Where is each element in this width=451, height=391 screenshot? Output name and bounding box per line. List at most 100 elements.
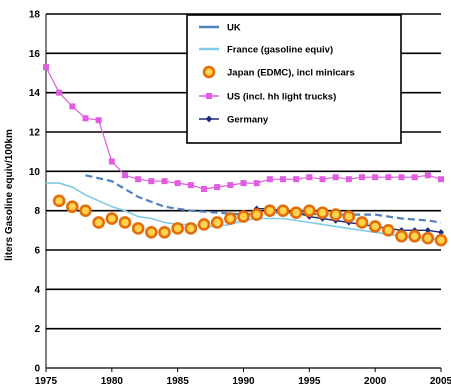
data-point xyxy=(424,227,431,234)
data-point xyxy=(66,200,79,214)
data-point xyxy=(345,176,352,183)
data-point xyxy=(355,216,369,229)
data-point xyxy=(342,210,356,223)
data-point xyxy=(424,172,431,179)
data-point xyxy=(332,174,339,181)
data-point xyxy=(105,212,119,225)
data-point xyxy=(276,204,290,217)
data-point xyxy=(158,226,171,239)
y-tick-label: 18 xyxy=(29,10,41,21)
y-axis-label: liters Gasoline equiv/100km xyxy=(4,129,15,261)
x-tick-labels: 1975 1980 1985 1990 1995 2000 2005 xyxy=(35,368,451,387)
legend-marker xyxy=(205,115,213,123)
data-series xyxy=(43,64,448,247)
legend-item: France (gasoline equiv) xyxy=(199,45,333,56)
data-point xyxy=(56,89,63,96)
data-point xyxy=(210,216,224,229)
y-tick-label: 2 xyxy=(34,324,40,335)
legend-item: Japan (EDMC), incl minicars xyxy=(202,65,355,79)
x-tick-label: 1975 xyxy=(35,376,58,387)
legend-box xyxy=(186,14,402,144)
data-point xyxy=(214,184,221,191)
y-tick-label: 8 xyxy=(34,206,40,217)
data-point xyxy=(122,172,128,179)
data-point xyxy=(240,180,247,187)
data-point xyxy=(118,216,132,229)
data-point xyxy=(438,229,444,236)
x-tick-label: 1990 xyxy=(232,376,255,387)
data-point xyxy=(329,208,342,221)
data-point xyxy=(263,204,277,217)
series-us xyxy=(43,64,444,193)
legend-label: France (gasoline equiv) xyxy=(227,45,333,56)
y-tick-label: 14 xyxy=(29,88,41,99)
y-tick-label: 4 xyxy=(34,285,40,296)
data-point xyxy=(69,103,76,110)
data-point xyxy=(280,176,286,183)
data-point xyxy=(145,226,158,239)
data-point xyxy=(359,174,365,181)
data-point xyxy=(398,174,405,181)
legend-item: UK xyxy=(199,23,241,34)
data-point xyxy=(95,117,102,124)
legend-swatch xyxy=(202,65,216,79)
data-point xyxy=(250,208,263,221)
data-point xyxy=(266,176,273,183)
data-point xyxy=(408,229,421,243)
data-point xyxy=(92,216,105,229)
y-tick-label: 6 xyxy=(34,246,40,257)
data-point xyxy=(197,218,211,231)
data-point xyxy=(434,233,448,247)
data-point xyxy=(293,176,300,183)
y-tick-label: 0 xyxy=(34,364,40,375)
legend-item: US (incl. hh light trucks) xyxy=(199,92,336,103)
data-point xyxy=(227,182,234,189)
legend: UK France (gasoline equiv) Japan (EDMC), i… xyxy=(186,14,402,144)
data-point xyxy=(438,176,444,183)
legend-label: US (incl. hh light trucks) xyxy=(227,92,336,103)
legend-item: Germany xyxy=(199,115,269,126)
data-point xyxy=(201,186,207,193)
data-point xyxy=(421,231,435,245)
legend-label: UK xyxy=(227,23,241,34)
data-point xyxy=(368,220,382,233)
legend-label: Germany xyxy=(227,115,269,126)
data-point xyxy=(43,64,49,71)
legend-label: Japan (EDMC), incl minicars xyxy=(227,68,355,79)
legend-marker xyxy=(206,93,212,99)
data-point xyxy=(411,174,418,181)
x-tick-label: 2000 xyxy=(364,376,387,387)
data-point xyxy=(79,204,92,217)
data-point xyxy=(174,180,181,187)
data-point xyxy=(395,229,408,243)
data-point xyxy=(108,158,115,165)
data-point xyxy=(316,206,329,219)
data-point xyxy=(171,222,184,235)
y-tick-label: 10 xyxy=(29,167,41,178)
x-tick-label: 1985 xyxy=(167,376,190,387)
data-point xyxy=(135,176,142,183)
data-point xyxy=(52,194,66,208)
x-tick-label: 1980 xyxy=(101,376,124,387)
data-point xyxy=(224,212,237,225)
data-point xyxy=(237,210,250,223)
y-tick-labels: 0 2 4 6 8 10 12 14 16 18 xyxy=(29,10,41,375)
data-point xyxy=(253,180,260,187)
series-japan xyxy=(52,194,448,247)
x-tick-label: 1995 xyxy=(298,376,321,387)
data-point xyxy=(382,224,395,237)
y-tick-label: 12 xyxy=(29,128,41,139)
y-tick-label: 16 xyxy=(29,49,41,60)
data-point xyxy=(161,178,168,185)
data-point xyxy=(187,182,194,189)
data-point xyxy=(289,206,303,219)
data-point xyxy=(184,222,198,235)
data-point xyxy=(148,178,155,185)
x-tick-label: 2005 xyxy=(430,376,451,387)
data-point xyxy=(303,204,316,217)
data-point xyxy=(306,174,313,181)
data-point xyxy=(82,115,89,122)
data-point xyxy=(319,176,326,183)
data-point xyxy=(372,174,379,181)
